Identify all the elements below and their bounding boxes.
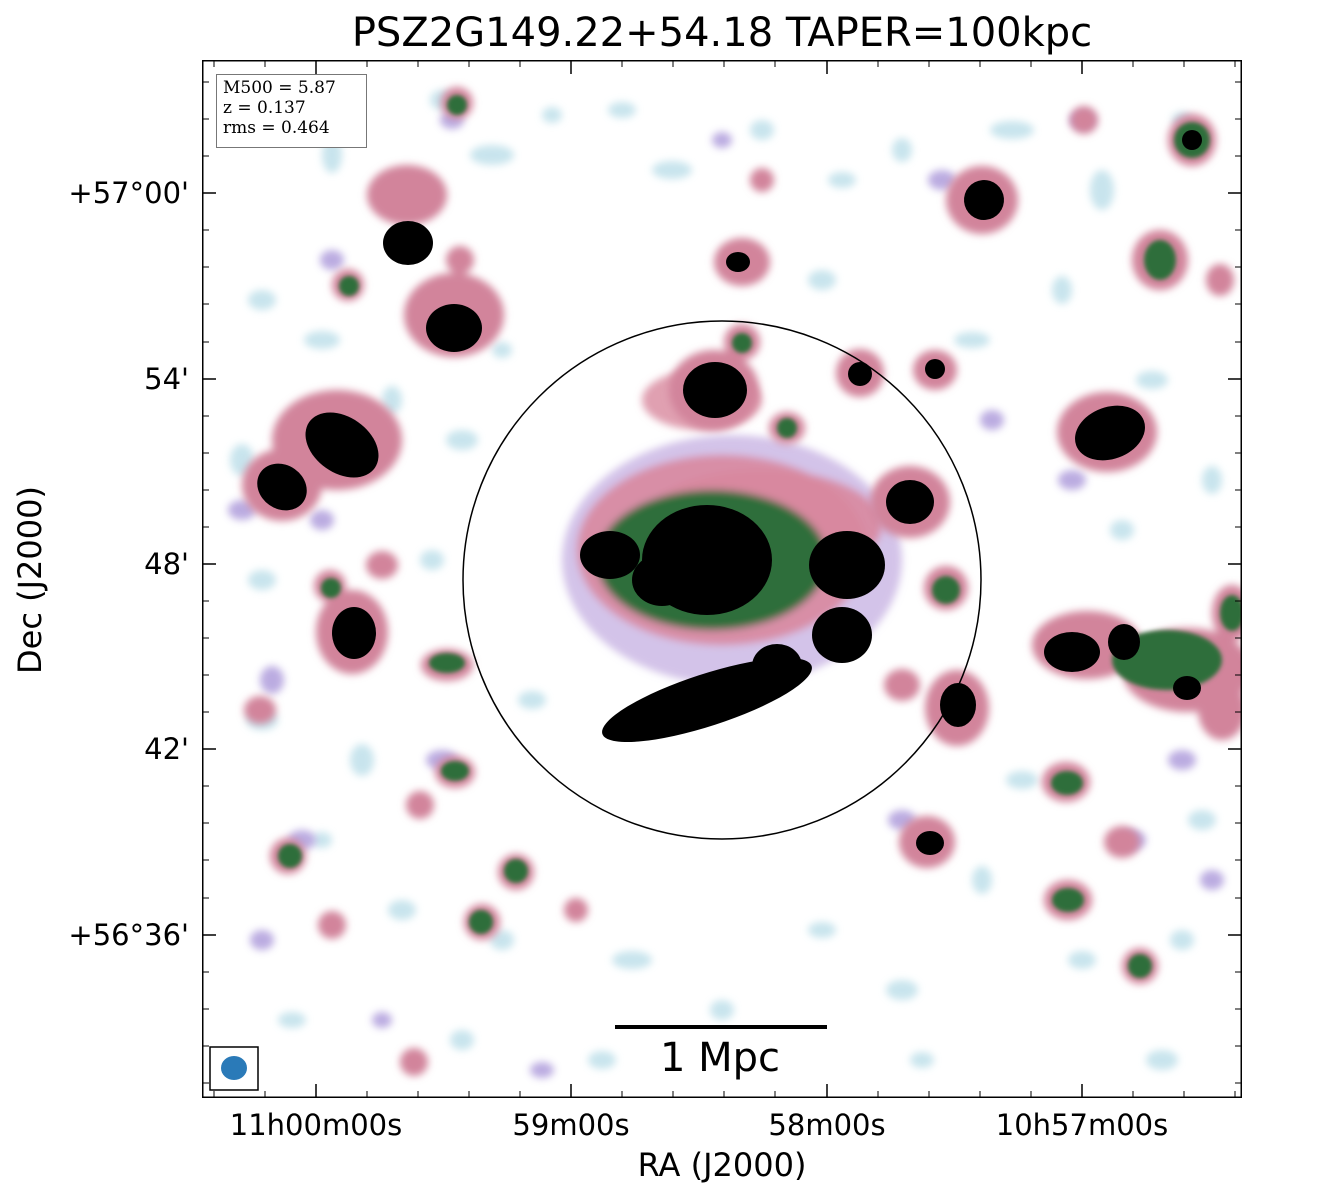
y-axis-label: Dec (J2000) [11, 486, 49, 674]
bright-sources [257, 130, 1202, 855]
redshift-value: z = 0.137 [223, 98, 306, 118]
y-ticks [202, 192, 1242, 936]
x-tick-label: 11h00m00s [229, 1108, 403, 1142]
rms-value: rms = 0.464 [223, 118, 330, 138]
x-tick-label: 58m00s [768, 1108, 886, 1142]
m500-value: M500 = 5.87 [223, 78, 336, 98]
y-tick-label: +57°00' [68, 176, 189, 210]
y-tick-label: 42' [144, 732, 189, 766]
image-title: PSZ2G149.22+54.18 TAPER=100kpc [351, 10, 1093, 56]
radio-image-plot [202, 60, 1242, 1098]
r500-circle [462, 320, 982, 840]
y-tick-label: +56°36' [68, 918, 189, 952]
x-ticks [315, 60, 1083, 1098]
y-minor-ticks [202, 81, 1242, 1084]
y-tick-label: 54' [144, 362, 189, 396]
source-rings [278, 95, 1242, 978]
cluster-info-box: M500 = 5.87 z = 0.137 rms = 0.464 [216, 74, 367, 148]
x-axis-label: RA (J2000) [637, 1146, 807, 1184]
x-tick-label: 59m00s [512, 1108, 630, 1142]
scale-bar-label: 1 Mpc [659, 1035, 781, 1081]
beam-ellipse [221, 1056, 247, 1080]
x-minor-ticks [213, 60, 1236, 1098]
y-tick-label: 48' [144, 547, 189, 581]
x-tick-label: 10h57m00s [995, 1108, 1169, 1142]
